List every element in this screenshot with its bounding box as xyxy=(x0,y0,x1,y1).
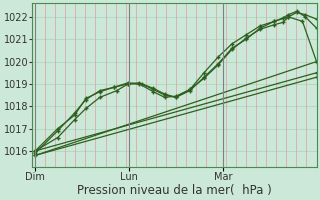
X-axis label: Pression niveau de la mer(  hPa ): Pression niveau de la mer( hPa ) xyxy=(77,184,272,197)
